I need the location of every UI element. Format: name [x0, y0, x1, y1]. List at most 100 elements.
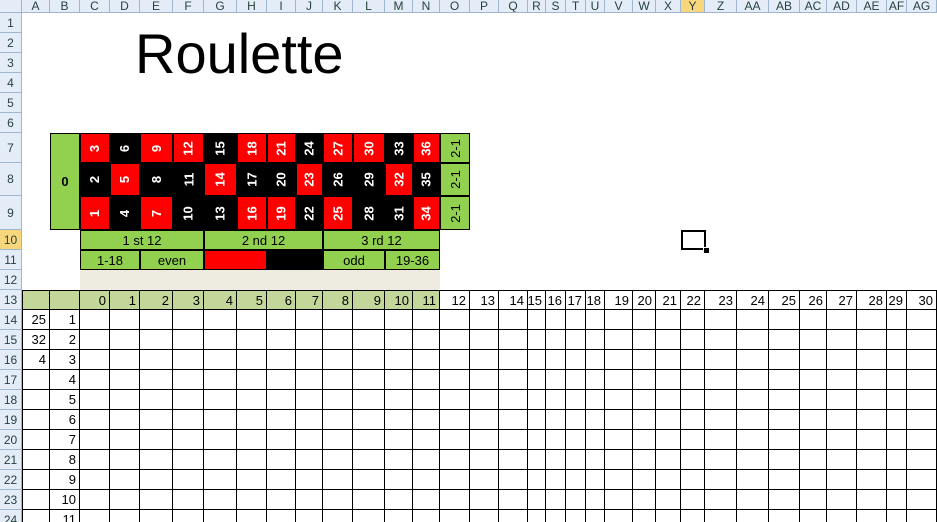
table-cell[interactable]	[110, 490, 140, 510]
table-cell[interactable]	[681, 350, 705, 370]
table-cell[interactable]	[385, 470, 413, 490]
table-cell[interactable]	[110, 450, 140, 470]
column-header[interactable]: N	[413, 0, 440, 13]
table-cell[interactable]: 5	[50, 390, 80, 410]
table-cell[interactable]	[413, 330, 440, 350]
number-cell[interactable]: 22	[296, 196, 323, 230]
red-bet[interactable]	[204, 250, 267, 270]
table-cell[interactable]	[413, 490, 440, 510]
table-cell[interactable]	[586, 450, 605, 470]
table-cell[interactable]	[385, 490, 413, 510]
table-cell[interactable]	[237, 450, 267, 470]
table-cell[interactable]	[140, 470, 173, 490]
table-cell[interactable]	[440, 410, 470, 430]
outside-bet[interactable]: 1-18	[80, 250, 140, 270]
table-cell[interactable]	[80, 430, 110, 450]
selected-cell[interactable]	[681, 230, 706, 250]
number-cell[interactable]: 5	[110, 163, 140, 196]
column-header[interactable]: L	[353, 0, 385, 13]
dozen-bet[interactable]: 3 rd 12	[323, 230, 440, 250]
table-cell[interactable]	[323, 370, 353, 390]
table-cell[interactable]	[800, 330, 827, 350]
table-cell[interactable]	[566, 510, 586, 522]
column-header[interactable]: M	[385, 0, 413, 13]
table-cell[interactable]	[769, 350, 800, 370]
table-cell[interactable]	[385, 510, 413, 522]
table-cell[interactable]	[323, 310, 353, 330]
table-cell[interactable]	[499, 490, 528, 510]
row-header[interactable]: 19	[0, 410, 22, 430]
table-cell[interactable]: 9	[50, 470, 80, 490]
table-cell[interactable]	[80, 370, 110, 390]
table-cell[interactable]	[413, 350, 440, 370]
table-cell[interactable]	[296, 450, 323, 470]
number-cell[interactable]: 1	[80, 196, 110, 230]
table-cell[interactable]	[413, 370, 440, 390]
table-cell[interactable]	[656, 390, 681, 410]
table-cell[interactable]	[681, 490, 705, 510]
table-cell[interactable]	[633, 470, 656, 490]
table-cell[interactable]	[907, 310, 937, 330]
number-cell[interactable]: 16	[237, 196, 267, 230]
table-cell[interactable]	[681, 390, 705, 410]
table-cell[interactable]	[22, 470, 50, 490]
table-cell[interactable]	[566, 330, 586, 350]
table-cell[interactable]	[705, 330, 737, 350]
table-cell[interactable]	[470, 470, 499, 490]
outside-bet[interactable]: even	[140, 250, 204, 270]
number-cell[interactable]: 18	[237, 133, 267, 163]
number-cell[interactable]: 28	[353, 196, 385, 230]
table-cell[interactable]	[605, 470, 633, 490]
table-cell[interactable]	[140, 490, 173, 510]
table-cell[interactable]	[586, 350, 605, 370]
table-cell[interactable]	[656, 310, 681, 330]
table-cell[interactable]	[546, 430, 566, 450]
table-cell[interactable]	[296, 350, 323, 370]
table-cell[interactable]	[769, 490, 800, 510]
table-cell[interactable]	[173, 410, 204, 430]
number-cell[interactable]: 35	[413, 163, 440, 196]
table-cell[interactable]	[237, 470, 267, 490]
table-cell[interactable]	[385, 330, 413, 350]
table-cell[interactable]	[800, 410, 827, 430]
table-cell[interactable]	[173, 330, 204, 350]
table-cell[interactable]	[887, 310, 907, 330]
table-cell[interactable]	[737, 330, 769, 350]
row-header[interactable]: 9	[0, 196, 22, 230]
table-cell[interactable]: 7	[50, 430, 80, 450]
table-cell[interactable]	[296, 330, 323, 350]
row-header[interactable]: 2	[0, 33, 22, 53]
table-cell[interactable]	[237, 310, 267, 330]
table-cell[interactable]	[237, 410, 267, 430]
number-cell[interactable]: 17	[237, 163, 267, 196]
table-cell[interactable]	[907, 490, 937, 510]
table-cell[interactable]	[605, 310, 633, 330]
column-header[interactable]: G	[204, 0, 237, 13]
table-cell[interactable]	[22, 370, 50, 390]
table-cell[interactable]	[323, 510, 353, 522]
column-header[interactable]: I	[267, 0, 296, 13]
table-cell[interactable]	[110, 430, 140, 450]
column-header[interactable]: E	[140, 0, 173, 13]
table-cell[interactable]	[705, 470, 737, 490]
number-cell[interactable]: 21	[267, 133, 296, 163]
table-cell[interactable]	[204, 510, 237, 522]
table-cell[interactable]	[267, 330, 296, 350]
table-cell[interactable]	[656, 450, 681, 470]
number-cell[interactable]: 30	[353, 133, 385, 163]
table-cell[interactable]	[566, 370, 586, 390]
column-header[interactable]: AD	[827, 0, 857, 13]
table-cell[interactable]	[80, 510, 110, 522]
column-header[interactable]: J	[296, 0, 323, 13]
table-cell[interactable]	[204, 370, 237, 390]
table-cell[interactable]	[887, 470, 907, 490]
table-cell[interactable]	[737, 470, 769, 490]
table-cell[interactable]	[769, 510, 800, 522]
table-cell[interactable]	[440, 350, 470, 370]
table-cell[interactable]	[440, 470, 470, 490]
table-cell[interactable]	[857, 490, 887, 510]
table-cell[interactable]	[499, 330, 528, 350]
table-cell[interactable]	[887, 410, 907, 430]
column-header[interactable]: AB	[769, 0, 800, 13]
table-cell[interactable]	[499, 310, 528, 330]
